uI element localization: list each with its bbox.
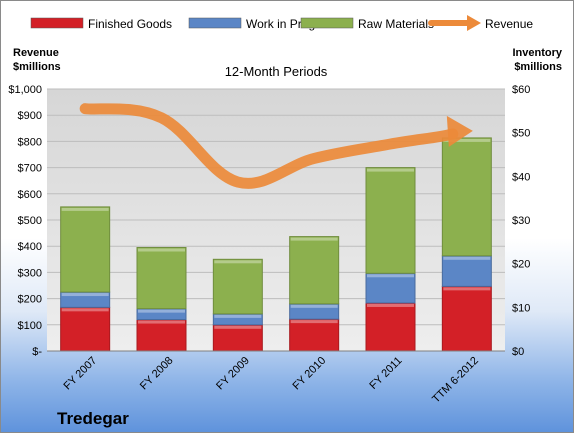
bar-finished-goods <box>137 320 186 351</box>
left-tick-label: $500 <box>18 215 42 227</box>
bar-highlight <box>367 169 414 172</box>
legend-label-revenue: Revenue <box>485 17 533 31</box>
bar-highlight <box>214 260 261 263</box>
bar-highlight <box>138 249 185 252</box>
bar-highlight <box>62 208 109 211</box>
left-tick-label: $300 <box>18 267 42 279</box>
x-axis-ticks: FY 2007 FY 2008 FY 2009 FY 2010 FY 2011 TTM 6… <box>62 355 481 406</box>
left-tick-label: $1,000 <box>8 84 42 96</box>
right-tick-label: $0 <box>512 346 524 358</box>
bar-highlight <box>214 326 261 329</box>
bar-highlight <box>138 321 185 324</box>
legend-swatch-raw-materials <box>301 18 353 28</box>
legend-swatch-work-in-progress <box>189 18 241 28</box>
legend-label-raw-materials: Raw Materials <box>358 17 434 31</box>
right-tick-label: $20 <box>512 259 530 271</box>
bar-finished-goods <box>366 303 415 351</box>
x-tick-label: FY 2008 <box>138 355 176 393</box>
bar-finished-goods <box>290 319 339 351</box>
right-axis-ticks: $0 $10 $20 $30 $40 $50 $60 <box>512 84 530 358</box>
bar-highlight <box>291 305 338 308</box>
bar-finished-goods <box>442 286 491 351</box>
bar-highlight <box>367 304 414 307</box>
bar-raw-materials <box>366 168 415 274</box>
left-axis-label-line2: $millions <box>13 61 61 73</box>
bar-highlight <box>443 287 490 290</box>
x-tick-label: FY 2007 <box>62 355 100 393</box>
left-tick-label: $100 <box>18 320 42 332</box>
left-tick-label: $600 <box>18 189 42 201</box>
right-tick-label: $50 <box>512 128 530 140</box>
x-tick-label: FY 2010 <box>291 355 329 393</box>
left-tick-label: $700 <box>18 163 42 175</box>
bar-highlight <box>443 257 490 260</box>
bar-highlight <box>62 293 109 296</box>
x-tick-label: TTM 6-2012 <box>430 355 481 406</box>
bar-work-in-progress <box>442 256 491 287</box>
bar-highlight <box>291 320 338 323</box>
bar-raw-materials <box>61 207 110 292</box>
left-tick-label: $900 <box>18 110 42 122</box>
left-tick-label: $- <box>32 346 42 358</box>
left-tick-label: $800 <box>18 136 42 148</box>
right-tick-label: $30 <box>512 215 530 227</box>
bar-raw-materials <box>442 138 491 256</box>
bar-highlight <box>367 274 414 277</box>
legend-arrow-revenue <box>467 15 481 31</box>
right-axis-label-line1: Inventory <box>512 47 562 59</box>
x-tick-label: FY 2009 <box>214 355 252 393</box>
bar-raw-materials <box>213 259 262 314</box>
right-tick-label: $40 <box>512 171 530 183</box>
legend-label-finished-goods: Finished Goods <box>88 17 172 31</box>
bar-highlight <box>62 308 109 311</box>
left-axis-ticks: $- $100 $200 $300 $400 $500 $600 $700 $800 $900 $1… <box>8 84 42 358</box>
bar-work-in-progress <box>366 273 415 303</box>
x-tick-label: FY 2011 <box>367 355 404 392</box>
bar-highlight <box>138 310 185 313</box>
right-tick-label: $10 <box>512 302 530 314</box>
legend-swatch-finished-goods <box>31 18 83 28</box>
company-name: Tredegar <box>57 409 129 428</box>
bar-raw-materials <box>137 248 186 309</box>
right-tick-label: $60 <box>512 84 530 96</box>
bar-highlight <box>214 315 261 318</box>
chart-subtitle: 12-Month Periods <box>225 64 328 79</box>
bar-raw-materials <box>290 237 339 304</box>
left-axis-label-line1: Revenue <box>13 47 59 59</box>
bar-finished-goods <box>61 307 110 351</box>
legend: Finished Goods Work in Progress Raw Mate… <box>31 15 533 31</box>
left-tick-label: $200 <box>18 294 42 306</box>
bar-highlight <box>291 238 338 241</box>
right-axis-label-line2: $millions <box>514 61 562 73</box>
left-tick-label: $400 <box>18 241 42 253</box>
